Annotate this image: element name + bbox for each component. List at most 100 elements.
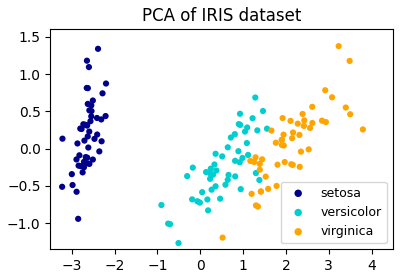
setosa	[99, 91, 106, 95]
versicolor	[249, 116, 256, 120]
versicolor	[260, 109, 266, 113]
setosa	[84, 86, 90, 90]
versicolor	[210, 172, 216, 177]
versicolor	[225, 173, 232, 177]
versicolor	[205, 208, 211, 213]
versicolor	[254, 128, 260, 133]
virginica	[296, 133, 303, 137]
setosa	[82, 155, 89, 159]
setosa	[103, 81, 109, 86]
virginica	[294, 122, 301, 126]
virginica	[309, 121, 316, 125]
versicolor	[167, 222, 173, 226]
versicolor	[232, 158, 238, 163]
versicolor	[242, 129, 248, 134]
setosa	[69, 172, 75, 176]
setosa	[84, 59, 90, 63]
virginica	[248, 192, 255, 196]
virginica	[279, 143, 285, 147]
virginica	[288, 162, 294, 167]
setosa	[90, 98, 96, 103]
versicolor	[204, 197, 210, 202]
virginica	[329, 95, 335, 100]
virginica	[252, 155, 259, 160]
setosa	[98, 139, 105, 144]
versicolor	[237, 123, 244, 127]
setosa	[80, 170, 86, 175]
setosa	[86, 108, 92, 113]
setosa	[69, 183, 76, 187]
versicolor	[224, 178, 231, 182]
versicolor	[228, 135, 234, 140]
setosa	[84, 155, 90, 160]
virginica	[322, 88, 328, 92]
versicolor	[184, 174, 190, 178]
virginica	[256, 162, 263, 166]
virginica	[253, 203, 259, 208]
versicolor	[212, 151, 219, 156]
virginica	[279, 137, 285, 142]
setosa	[98, 117, 104, 122]
virginica	[306, 147, 312, 151]
setosa	[94, 132, 100, 137]
virginica	[259, 157, 265, 162]
setosa	[84, 123, 90, 128]
versicolor	[197, 200, 203, 205]
setosa	[85, 86, 91, 90]
setosa	[59, 185, 65, 189]
versicolor	[237, 111, 243, 116]
virginica	[309, 104, 316, 109]
versicolor	[217, 197, 223, 201]
versicolor	[219, 154, 225, 159]
virginica	[278, 138, 285, 142]
versicolor	[224, 145, 231, 150]
virginica	[251, 160, 257, 164]
virginica	[273, 141, 279, 145]
virginica	[265, 187, 272, 191]
versicolor	[175, 241, 182, 245]
setosa	[95, 46, 101, 51]
virginica	[289, 136, 295, 141]
versicolor	[203, 170, 209, 174]
Title: PCA of IRIS dataset: PCA of IRIS dataset	[142, 7, 301, 25]
versicolor	[222, 183, 229, 187]
virginica	[247, 159, 254, 163]
setosa	[80, 122, 86, 127]
versicolor	[244, 141, 250, 145]
virginica	[301, 124, 307, 128]
versicolor	[236, 160, 243, 165]
virginica	[299, 112, 306, 116]
virginica	[273, 184, 280, 188]
setosa	[88, 114, 94, 118]
versicolor	[244, 125, 250, 130]
setosa	[81, 165, 87, 169]
setosa	[84, 134, 91, 139]
setosa	[87, 119, 94, 123]
virginica	[342, 105, 349, 110]
versicolor	[190, 165, 196, 170]
versicolor	[207, 171, 214, 176]
setosa	[96, 149, 102, 154]
versicolor	[199, 190, 205, 194]
versicolor	[235, 149, 242, 153]
setosa	[90, 157, 96, 162]
versicolor	[238, 187, 244, 192]
virginica	[290, 130, 296, 135]
virginica	[323, 120, 329, 124]
virginica	[274, 162, 281, 167]
setosa	[84, 123, 90, 128]
setosa	[91, 137, 98, 141]
setosa	[75, 217, 81, 221]
versicolor	[189, 197, 195, 202]
versicolor	[213, 168, 220, 173]
setosa	[81, 160, 87, 164]
versicolor	[236, 122, 242, 126]
setosa	[74, 141, 81, 146]
virginica	[336, 44, 342, 48]
versicolor	[208, 187, 215, 192]
virginica	[219, 235, 226, 240]
versicolor	[165, 221, 171, 226]
setosa	[86, 129, 92, 134]
virginica	[257, 167, 263, 172]
setosa	[78, 127, 85, 131]
